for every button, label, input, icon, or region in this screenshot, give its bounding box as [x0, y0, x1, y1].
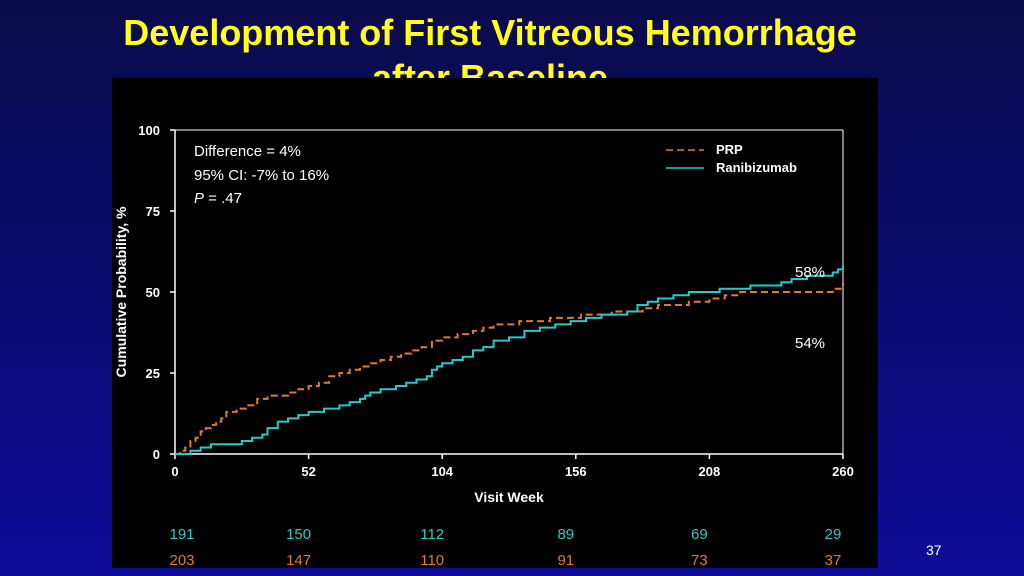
at-risk-ranibizumab: 191 [169, 526, 194, 543]
at-risk-prp: 37 [825, 552, 842, 568]
at-risk-ranibizumab: 29 [825, 526, 842, 543]
axes [170, 129, 844, 459]
x-tick-label: 260 [832, 464, 854, 479]
slide-title: Development of First Vitreous Hemorrhage… [0, 10, 980, 100]
series-line-prp [175, 282, 844, 455]
slide-title-line1: Development of First Vitreous Hemorrhage [123, 12, 857, 53]
slide-number: 37 [926, 542, 942, 558]
at-risk-prp: 147 [286, 552, 311, 568]
y-tick-label: 50 [146, 285, 160, 300]
stats-difference: Difference = 4% [194, 143, 301, 160]
at-risk-prp: 91 [557, 552, 574, 568]
at-risk-ranibizumab: 69 [691, 526, 708, 543]
stats-ci: 95% CI: -7% to 16% [194, 167, 329, 184]
legend-label-ranibizumab: Ranibizumab [716, 160, 797, 175]
y-tick-label: 25 [146, 366, 160, 381]
at-risk-ranibizumab: 112 [420, 526, 444, 543]
end-label-prp: 54% [795, 335, 825, 352]
at-risk-ranibizumab: 150 [286, 526, 311, 543]
at-risk-prp: 203 [169, 552, 194, 568]
y-axis-label: Cumulative Probability, % [113, 206, 129, 377]
series-line-ranibizumab [175, 266, 844, 455]
x-tick-label: 0 [171, 464, 178, 479]
x-tick-label: 156 [565, 464, 587, 479]
end-label-ranibizumab: 58% [795, 264, 825, 281]
km-chart: 0 25 50 75 100 0 52 104 156 208 260 Visit Week Cumul… [113, 123, 854, 568]
at-risk-prp: 73 [691, 552, 708, 568]
series-lines [175, 266, 844, 455]
x-tick-label: 52 [301, 464, 315, 479]
x-tick-label: 104 [431, 464, 453, 479]
chart-text: 0 25 50 75 100 0 52 104 156 208 260 Visit Week Cumul… [113, 123, 854, 568]
at-risk-prp: 110 [420, 552, 444, 568]
x-tick-label: 208 [699, 464, 721, 479]
y-tick-label: 75 [146, 204, 160, 219]
y-tick-label: 0 [153, 447, 160, 462]
x-axis-label: Visit Week [474, 489, 544, 505]
chart-panel: 0 25 50 75 100 0 52 104 156 208 260 Visit Week Cumul… [112, 78, 878, 568]
legend-label-prp: PRP [716, 142, 743, 157]
stats-p-value: P = .47 [194, 190, 242, 207]
at-risk-ranibizumab: 89 [557, 526, 574, 543]
y-tick-label: 100 [138, 123, 160, 138]
